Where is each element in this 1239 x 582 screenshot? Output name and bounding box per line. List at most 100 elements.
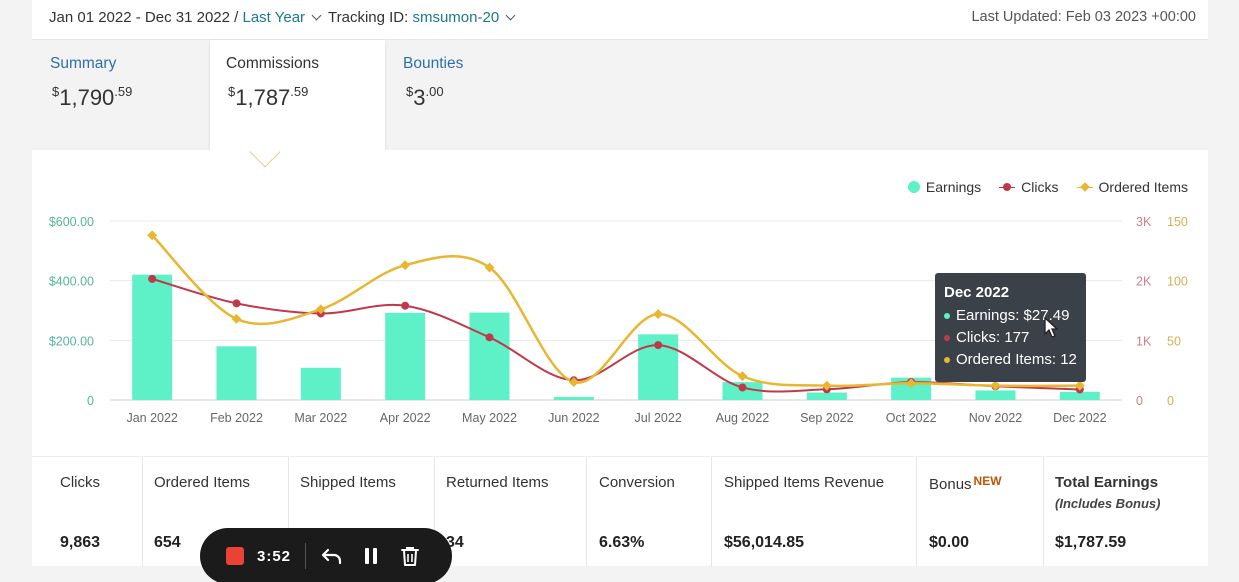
chart-tooltip: Dec 2022 Earnings: $27.49 Clicks: 177 Or… [935,273,1086,382]
stat-shipped-items: Shipped Items [288,457,435,567]
y-axis-left-tick: $600.00 [49,215,94,229]
y-axis-ordered-items-tick: 50 [1167,334,1181,348]
mouse-cursor-icon [1044,317,1059,338]
y-axis-clicks-tick: 1K [1136,334,1152,348]
stat-conversion: Conversion 6.63% [587,457,712,567]
earnings-bar [132,274,173,400]
tab-label: Commissions [226,55,320,72]
tab-summary[interactable]: Summary $1,790.59 [32,40,210,150]
tab-bounties[interactable]: Bounties $3.00 [385,40,563,150]
pause-icon [365,548,378,564]
x-axis-tick: Aug 2022 [716,411,770,425]
tab-commissions[interactable]: Commissions $1,787.59 [210,40,385,152]
stat-bonus: Bonus NEW $0.00 [917,457,1044,567]
ordered-items-point [147,230,158,241]
stat-sublabel: (Includes Bonus) [1055,496,1161,511]
stat-label: Shipped Items Revenue [724,474,885,491]
earnings-bar [385,312,426,400]
summary-tabs: Summary $1,790.59 Commissions $1,787.59 … [32,40,1208,152]
delete-button[interactable] [398,544,422,568]
x-axis-tick: Sep 2022 [800,411,854,425]
earnings-dot-icon [944,312,950,319]
stat-total-earnings: Total Earnings (Includes Bonus) $1,787.5… [1043,457,1208,567]
y-axis-ordered-items-tick: 0 [1167,394,1174,408]
clicks-line-icon [999,181,1016,193]
tab-label: Bounties [403,55,464,72]
earnings-bar [1059,391,1100,400]
stat-value: 6.63% [599,534,645,551]
tooltip-earnings-row: Earnings: $27.49 [944,307,1077,324]
date-range-selector[interactable]: Jan 01 2022 - Dec 31 2022 / Last Year [49,9,322,26]
earnings-bar [469,312,510,400]
tooltip-title: Dec 2022 [944,284,1010,301]
tab-amount: $3.00 [406,84,444,110]
stat-ordered-items: Ordered Items 654 [142,457,289,567]
stat-shipped-items-revenue: Shipped Items Revenue $56,014.85 [712,457,917,567]
y-axis-clicks-tick: 0 [1136,394,1143,408]
tracking-id-selector[interactable]: Tracking ID: smsumon-20 [328,9,516,26]
y-axis-left-tick: $400.00 [49,275,94,289]
x-axis-tick: Jun 2022 [548,411,599,425]
recording-time: 3:52 [257,547,292,565]
last-updated-text: Last Updated: Feb 03 2023 +00:00 [971,9,1196,25]
ordered-items-point [990,380,1001,391]
stat-value: 9,863 [60,534,101,551]
divider [305,543,307,569]
new-badge: NEW [973,474,1002,488]
stat-label: Bonus NEW [929,474,1002,493]
chart-legend: Earnings Clicks Ordered Items [907,179,1188,195]
stat-clicks: Clicks 9,863 [48,457,143,567]
y-axis-clicks-tick: 3K [1136,215,1152,229]
trash-icon [401,547,420,566]
stat-label: Ordered Items [154,474,250,491]
earnings-bar [216,346,257,400]
x-axis-tick: Nov 2022 [969,411,1023,425]
tracking-id-value[interactable]: smsumon-20 [412,9,500,26]
y-axis-left-tick: $200.00 [49,334,94,348]
tab-label: Summary [50,55,117,72]
chevron-down-icon [311,10,322,21]
stat-returned-items: Returned Items 34 [434,457,587,567]
clicks-point [232,299,241,308]
clicks-point [485,333,494,342]
pause-button[interactable] [359,544,383,568]
stat-value: $1,787.59 [1055,534,1127,551]
earnings-dot-icon [907,181,920,193]
clicks-line [151,277,1080,393]
ordered-items-point [653,309,664,320]
legend-clicks[interactable]: Clicks [999,179,1059,195]
legend-earnings[interactable]: Earnings [907,179,981,195]
x-axis-tick: Feb 2022 [210,411,263,425]
earnings-bar [553,397,594,400]
clicks-point [738,383,747,392]
stat-value: 654 [154,534,181,551]
tab-amount: $1,790.59 [52,84,133,110]
clicks-dot-icon [944,334,950,341]
stat-label: Conversion [599,474,675,491]
period-link[interactable]: Last Year [242,9,306,26]
stop-recording-button[interactable] [226,547,244,565]
x-axis-tick: Oct 2022 [886,411,937,425]
ordered-items-point [231,313,242,324]
ordered-items-point [1074,380,1085,391]
clicks-point [654,341,663,350]
tooltip-clicks-row: Clicks: 177 [944,329,1077,346]
legend-ordered-items[interactable]: Ordered Items [1076,179,1188,195]
report-filter-bar: Jan 01 2022 - Dec 31 2022 / Last Year Tr… [32,0,1208,40]
x-axis-tick: Jan 2022 [126,411,177,425]
undo-button[interactable] [320,544,344,568]
ordered-items-point [821,380,832,391]
x-axis-tick: Jul 2022 [635,411,682,425]
stat-label: Total Earnings [1055,474,1159,491]
clicks-point [401,301,410,310]
tooltip-ordered-items-row: Ordered Items: 12 [944,351,1077,368]
stat-value: $0.00 [929,534,970,551]
performance-chart-card: 0 0 0 $200.00 1K 50 $400.00 2K 100 $600.00 3K 150 Ja… [32,150,1208,456]
y-axis-ordered-items-tick: 150 [1167,215,1188,229]
y-axis-clicks-tick: 2K [1136,275,1152,289]
tab-amount: $1,787.59 [228,84,309,110]
chevron-down-icon [505,10,516,21]
ordered-items-line-icon [1076,181,1093,193]
earnings-bar [300,367,341,400]
